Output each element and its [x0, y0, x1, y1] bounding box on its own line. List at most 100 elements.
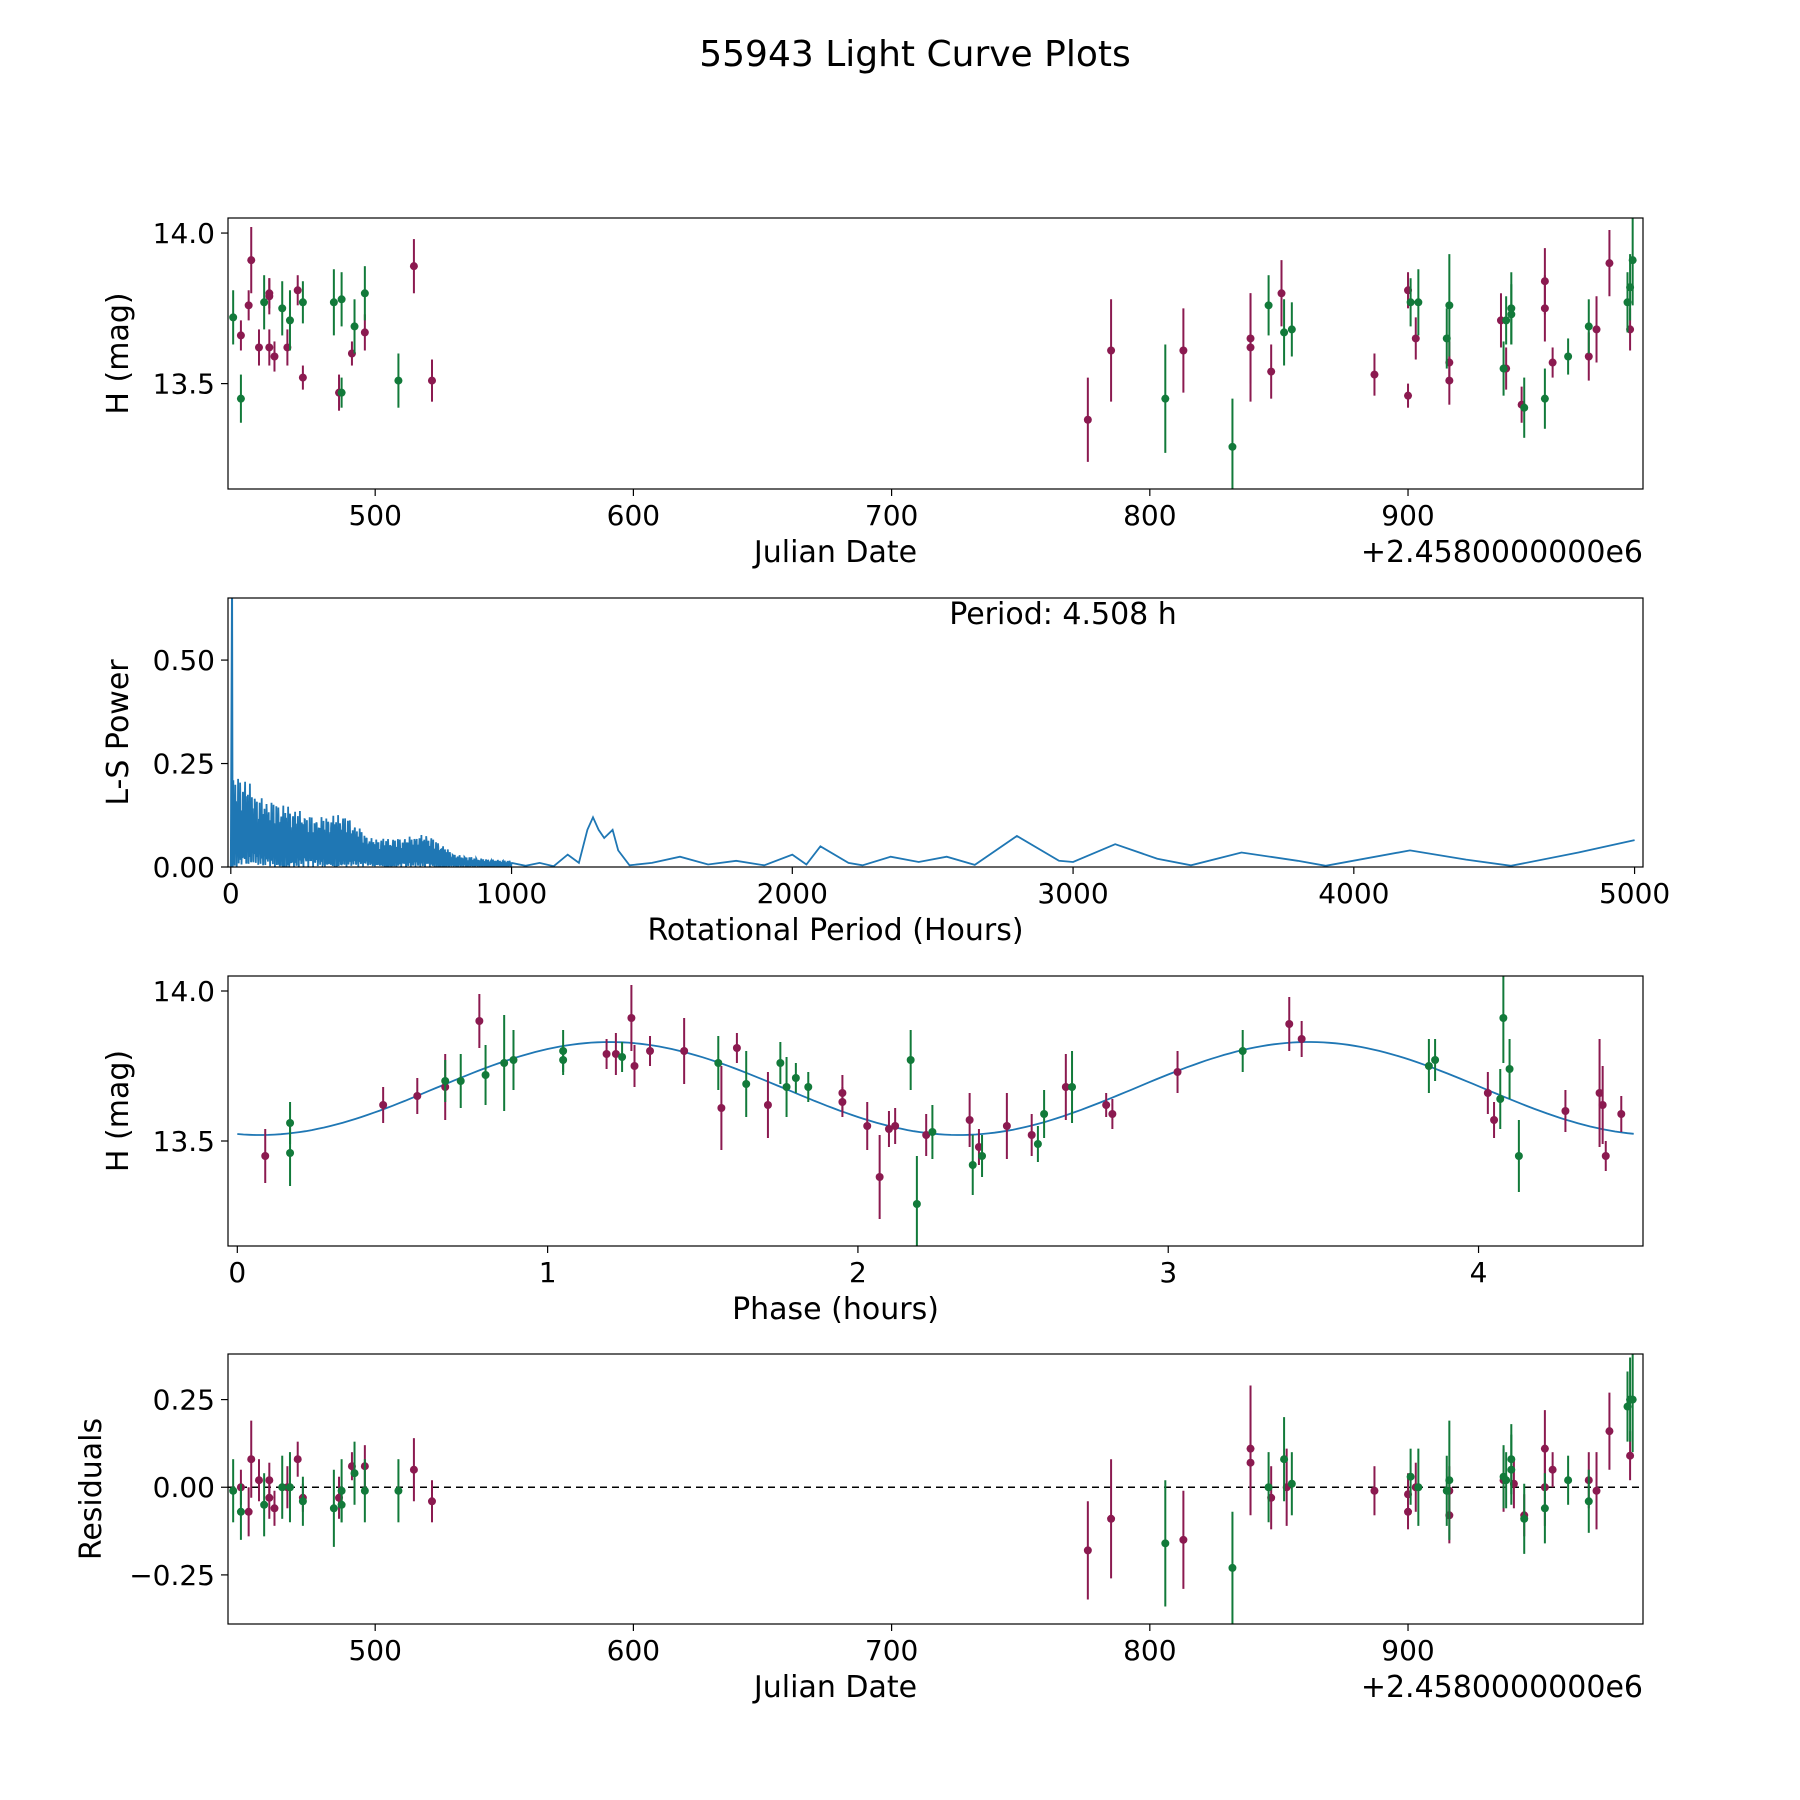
data-point	[379, 1101, 388, 1109]
data-point	[254, 343, 263, 352]
data-point	[968, 1161, 977, 1169]
x-tick-label: 0	[222, 877, 240, 910]
series-filter-a	[236, 1385, 1635, 1600]
data-point	[1108, 1110, 1117, 1118]
data-point	[618, 1053, 627, 1061]
data-point	[838, 1098, 847, 1106]
data-point	[1514, 1152, 1523, 1160]
data-point	[1179, 346, 1188, 355]
data-point	[1404, 391, 1413, 400]
data-point	[1507, 304, 1516, 313]
data-point	[1228, 1563, 1237, 1572]
data-point	[1584, 1497, 1593, 1506]
data-point	[261, 1152, 270, 1160]
data-point	[1228, 442, 1237, 451]
data-point	[1540, 277, 1549, 286]
data-point	[1370, 370, 1379, 379]
data-point	[1264, 1483, 1273, 1492]
plot-area	[229, 598, 1635, 867]
data-point	[360, 289, 369, 298]
data-point	[1592, 1486, 1601, 1495]
data-point	[1280, 328, 1289, 337]
y-tick-label: −0.25	[129, 1559, 215, 1592]
data-point	[1414, 298, 1423, 307]
x-tick-label: 800	[1123, 1634, 1176, 1667]
data-point	[1102, 1101, 1111, 1109]
data-point	[1540, 1504, 1549, 1513]
x-tick-label: 900	[1381, 499, 1434, 532]
data-point	[1540, 394, 1549, 403]
data-point	[1499, 364, 1508, 373]
data-point	[776, 1059, 785, 1067]
y-tick-label: 0.25	[153, 1384, 215, 1417]
data-point	[441, 1077, 450, 1085]
data-point	[350, 322, 359, 331]
data-point	[409, 1465, 418, 1474]
data-point	[1561, 1107, 1570, 1115]
x-tick-label: 900	[1381, 1634, 1434, 1667]
data-point	[974, 1143, 983, 1151]
y-tick-label: 14.0	[153, 975, 215, 1008]
data-point	[1499, 1014, 1508, 1022]
data-point	[891, 1122, 900, 1130]
data-point	[360, 1486, 369, 1495]
axes-frame	[227, 1353, 1644, 1625]
y-axis-label: Residuals	[74, 1418, 109, 1560]
x-tick-label: 5000	[1599, 877, 1670, 910]
data-point	[1626, 1451, 1635, 1460]
data-point	[1267, 367, 1276, 376]
data-point	[1370, 1486, 1379, 1495]
data-point	[350, 1469, 359, 1478]
data-point	[260, 1500, 269, 1509]
data-point	[732, 1044, 741, 1052]
plot-area	[229, 218, 1637, 489]
data-point	[875, 1173, 884, 1181]
data-point	[1179, 1535, 1188, 1544]
y-axis-label: H (mag)	[101, 1050, 136, 1172]
data-point	[229, 313, 238, 322]
data-point	[285, 1483, 294, 1492]
data-point	[337, 1500, 346, 1509]
data-point	[254, 1476, 263, 1485]
data-point	[717, 1104, 726, 1112]
data-point	[1068, 1083, 1077, 1091]
data-point	[1285, 1020, 1294, 1028]
data-point	[1414, 1483, 1423, 1492]
data-point	[1173, 1068, 1182, 1076]
x-tick-label: 2000	[757, 877, 828, 910]
data-point	[337, 295, 346, 304]
data-point	[278, 1483, 287, 1492]
data-point	[247, 1455, 256, 1464]
x-tick-label: 1000	[476, 877, 547, 910]
data-point	[1548, 358, 1557, 367]
data-point	[1406, 298, 1415, 307]
data-point	[1595, 1089, 1604, 1097]
series-filter-a	[261, 985, 1626, 1219]
data-point	[1564, 352, 1573, 361]
data-point	[1083, 415, 1092, 424]
axes-frame	[227, 217, 1644, 490]
data-point	[1548, 1465, 1557, 1474]
data-point	[265, 1476, 274, 1485]
data-point	[509, 1056, 518, 1064]
data-point	[1520, 1514, 1529, 1523]
data-point	[630, 1062, 639, 1070]
data-point	[912, 1200, 921, 1208]
x-tick-label: 600	[607, 499, 660, 532]
data-point	[1107, 346, 1116, 355]
plot-area	[237, 976, 1634, 1246]
y-tick-label: 13.5	[153, 1125, 215, 1158]
data-point	[1287, 1479, 1296, 1488]
data-point	[1431, 1056, 1440, 1064]
data-point	[236, 1507, 245, 1516]
x-tick-label: 500	[348, 1634, 401, 1667]
x-tick-label: 3	[1159, 1256, 1177, 1289]
x-tick-label: 800	[1123, 499, 1176, 532]
x-axis-label: Rotational Period (Hours)	[647, 913, 1023, 948]
data-point	[791, 1074, 800, 1082]
data-point	[1540, 1444, 1549, 1453]
data-point	[360, 328, 369, 337]
data-point	[1584, 352, 1593, 361]
x-axis-label: Julian Date	[752, 1670, 917, 1705]
x-tick-label: 4	[1470, 1256, 1488, 1289]
